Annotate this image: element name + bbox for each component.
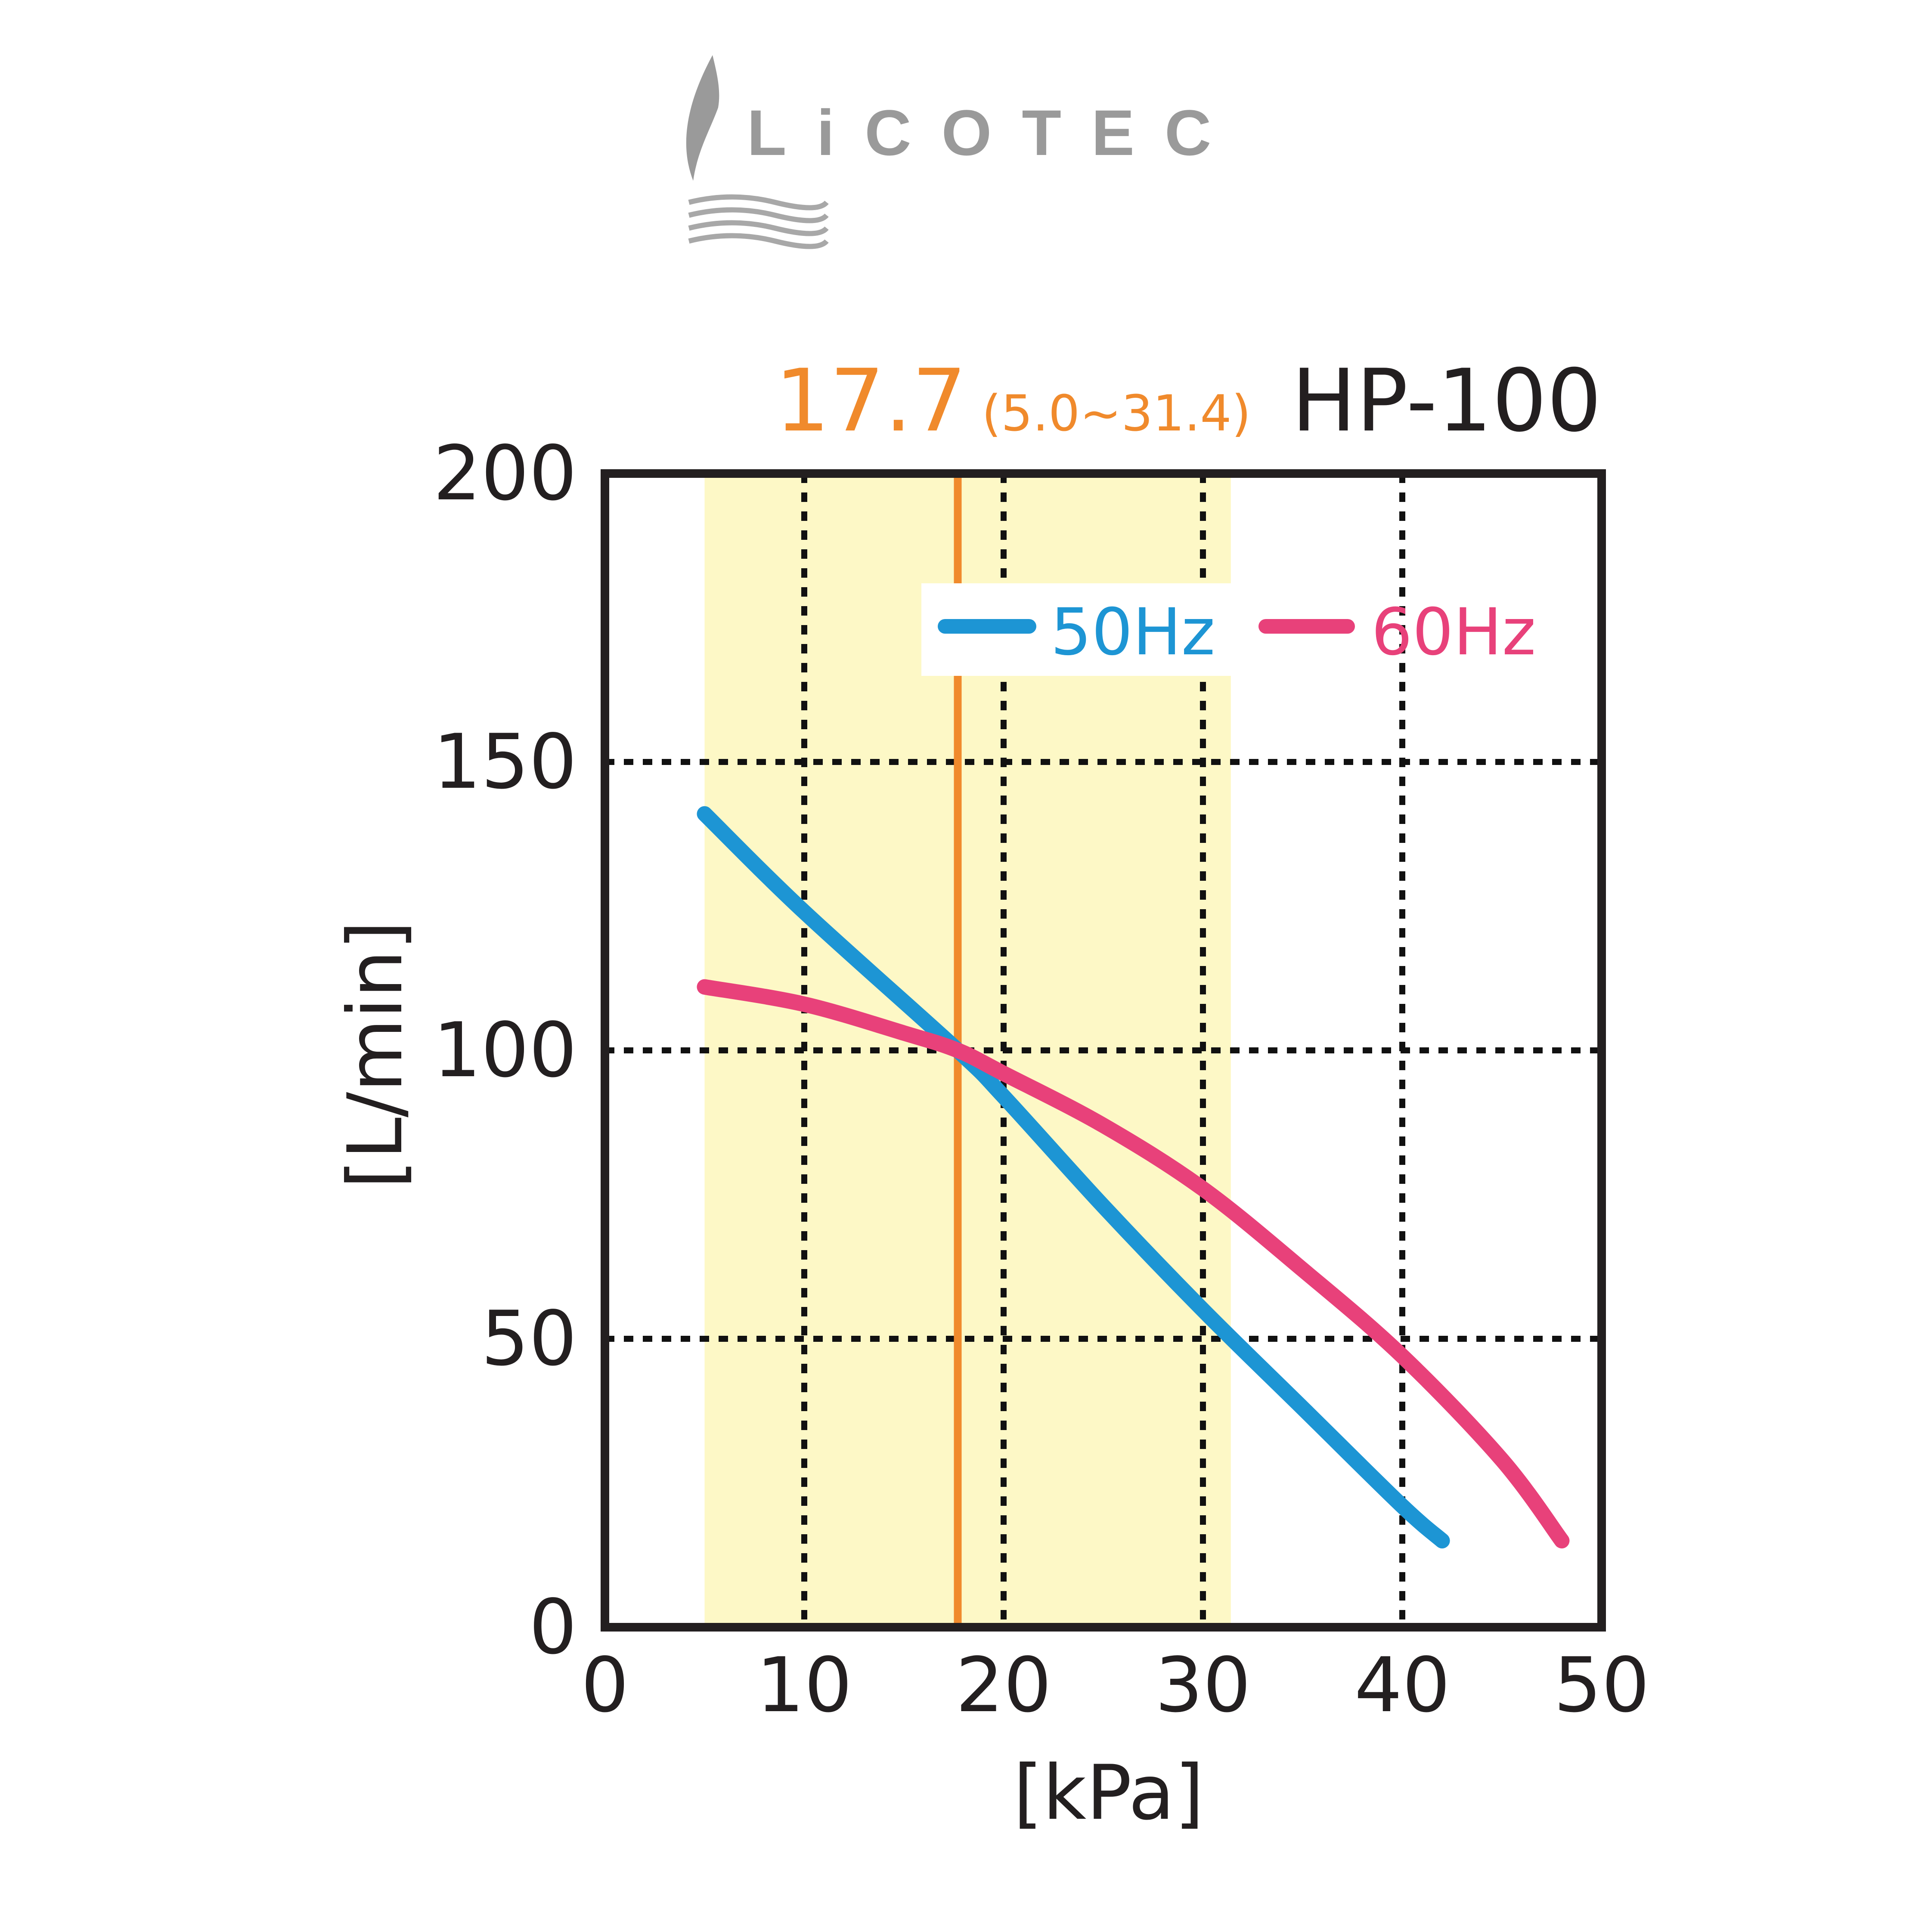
- series-layer: [697, 806, 1570, 1548]
- y-tick-label: 100: [433, 1007, 577, 1094]
- operating-annotation: 17.7 (5.0~31.4): [775, 351, 1251, 451]
- operating-value: 17.7: [775, 351, 967, 451]
- x-tick-label: 30: [1155, 1642, 1251, 1729]
- x-axis-label: [kPa]: [1014, 1749, 1204, 1837]
- series-line-60hz: [697, 979, 1570, 1548]
- x-tick-label: 10: [756, 1642, 852, 1729]
- legend-50hz-label: 50Hz: [1051, 595, 1215, 670]
- x-tick-label: 40: [1354, 1642, 1451, 1729]
- logo-waves-icon: [688, 194, 829, 249]
- logo-flame-icon: [686, 55, 719, 181]
- x-tick-label: 0: [581, 1642, 629, 1729]
- x-tick-label: 50: [1554, 1642, 1650, 1729]
- operating-range: (5.0~31.4): [982, 385, 1251, 443]
- licotec-logo: LiCOTEC: [686, 55, 1241, 249]
- y-tick-labels: 0 50 100 150 200: [433, 430, 577, 1671]
- legend: 50Hz 60Hz: [921, 583, 1536, 676]
- y-tick-label: 0: [529, 1584, 577, 1671]
- chart-title: HP-100: [1291, 351, 1602, 451]
- legend-60hz-label: 60Hz: [1371, 595, 1536, 670]
- plot-frame: [601, 469, 1606, 1632]
- x-tick-labels: 0 10 20 30 40 50: [581, 1642, 1649, 1729]
- y-tick-label: 50: [481, 1295, 577, 1383]
- y-axis-label: [L/min]: [332, 920, 419, 1189]
- logo-text: LiCOTEC: [747, 96, 1241, 169]
- y-tick-label: 150: [433, 718, 577, 806]
- y-tick-label: 200: [433, 430, 577, 517]
- x-tick-label: 20: [956, 1642, 1052, 1729]
- series-line-50hz: [697, 806, 1450, 1548]
